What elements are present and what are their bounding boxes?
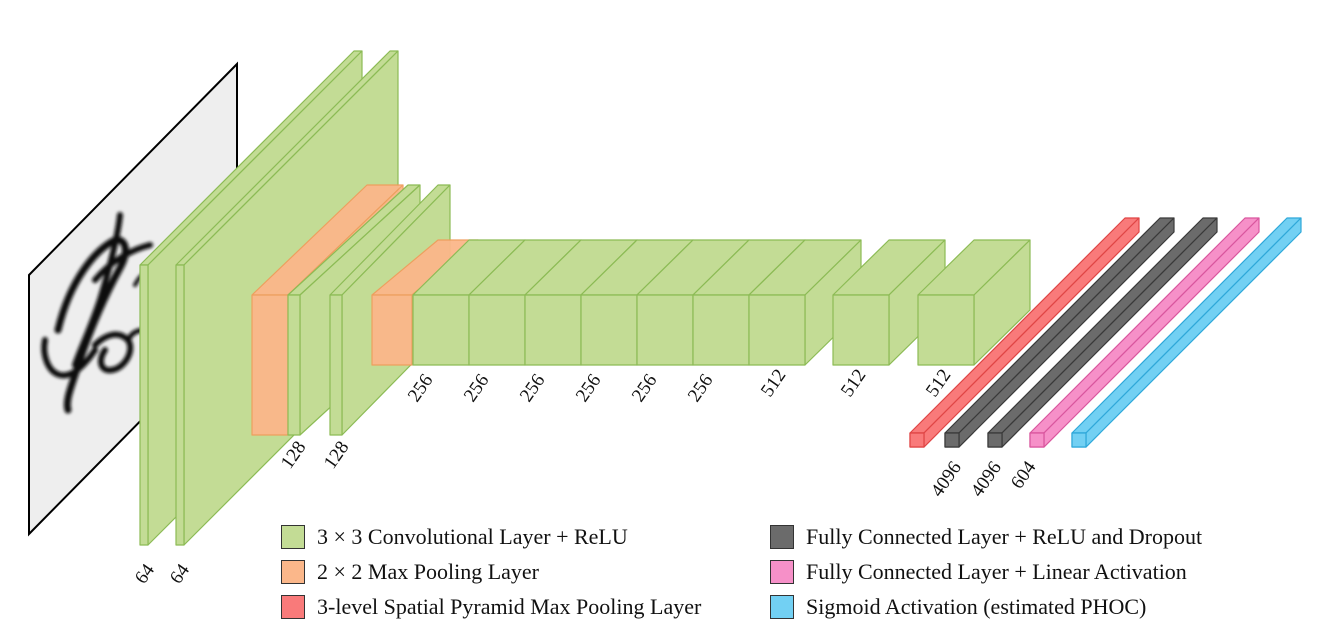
- fc-linear-swatch-icon: [770, 560, 794, 584]
- conv3-block-3-front-face: [524, 294, 582, 366]
- legend-label-conv: 3 × 3 Convolutional Layer + ReLU: [317, 524, 628, 549]
- conv4-block-3: [917, 239, 1031, 366]
- fc2-bar: [987, 217, 1218, 448]
- legend-label-spp: 3-level Spatial Pyramid Max Pooling Laye…: [317, 594, 702, 619]
- fc1-bar-front-face-2: [944, 432, 960, 448]
- conv3-block-1-front-face: [412, 294, 470, 366]
- dim-label-conv3e: 256: [628, 370, 662, 405]
- dim-label-conv3b: 256: [460, 370, 494, 405]
- pool-swatch-icon: [281, 560, 305, 584]
- pool2-block-front-face: [371, 294, 413, 366]
- conv1b-block-front-face: [175, 264, 185, 546]
- conv3-block-4-front-face: [580, 294, 638, 366]
- dim-label-conv1b: 64: [166, 560, 194, 588]
- dim-label-conv2b: 128: [320, 437, 354, 472]
- conv2b-block-front-face: [329, 294, 343, 436]
- dim-label-fc1: 4096: [927, 458, 966, 501]
- fc3-bar-front-face-2: [1029, 432, 1045, 448]
- fc-relu-swatch-icon: [770, 525, 794, 549]
- spp-bar: [909, 217, 1140, 448]
- dim-label-conv3f: 256: [684, 370, 718, 405]
- legend-label-fc-relu: Fully Connected Layer + ReLU and Dropout: [806, 524, 1203, 549]
- legend-label-sigmoid: Sigmoid Activation (estimated PHOC): [806, 594, 1147, 619]
- fc3-bar: [1029, 217, 1260, 448]
- conv4-block-2-front-face: [832, 294, 890, 366]
- conv4-block-1-front-face: [748, 294, 806, 366]
- conv2a-block-front-face: [287, 294, 301, 436]
- dim-label-conv3a: 256: [404, 370, 438, 405]
- pool1-block-front-face: [251, 294, 289, 436]
- legend-label-fc-linear: Fully Connected Layer + Linear Activatio…: [806, 559, 1187, 584]
- legend-label-pool: 2 × 2 Max Pooling Layer: [317, 559, 539, 584]
- spp-bar-front-face-2: [909, 432, 925, 448]
- fc1-bar: [944, 217, 1175, 448]
- conv4-block-3-front-face: [917, 294, 975, 366]
- conv-swatch-icon: [281, 525, 305, 549]
- fc2-bar-front-face-2: [987, 432, 1003, 448]
- dim-label-conv1a: 64: [131, 560, 159, 588]
- dim-label-conv3d: 256: [572, 370, 606, 405]
- conv3-block-6-front-face: [692, 294, 750, 366]
- conv3-block-2-front-face: [468, 294, 526, 366]
- conv1a-block-front-face: [139, 264, 149, 546]
- dim-label-conv4a: 512: [757, 365, 791, 400]
- spp-swatch-icon: [281, 595, 305, 619]
- input-word-image: [28, 61, 238, 537]
- sigmoid-swatch-icon: [770, 595, 794, 619]
- dim-label-fc3: 604: [1007, 457, 1041, 493]
- conv4-block-2: [832, 239, 946, 366]
- dim-label-conv4b: 512: [837, 365, 871, 400]
- sigmoid-bar-front-face-2: [1071, 432, 1087, 448]
- sigmoid-bar: [1071, 217, 1302, 448]
- dim-label-fc2: 4096: [967, 458, 1006, 501]
- dim-label-conv3c: 256: [516, 370, 550, 405]
- conv3-block-5-front-face: [636, 294, 694, 366]
